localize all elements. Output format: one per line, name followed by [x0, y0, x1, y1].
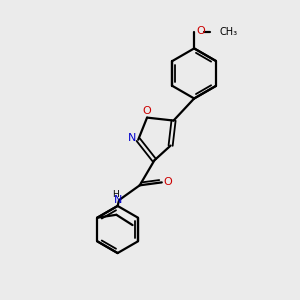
- Text: O: O: [196, 26, 205, 36]
- Text: N: N: [113, 195, 122, 205]
- Text: H: H: [112, 190, 119, 199]
- Text: O: O: [163, 177, 172, 188]
- Text: CH₃: CH₃: [219, 27, 237, 37]
- Text: O: O: [143, 106, 152, 116]
- Text: N: N: [128, 133, 136, 143]
